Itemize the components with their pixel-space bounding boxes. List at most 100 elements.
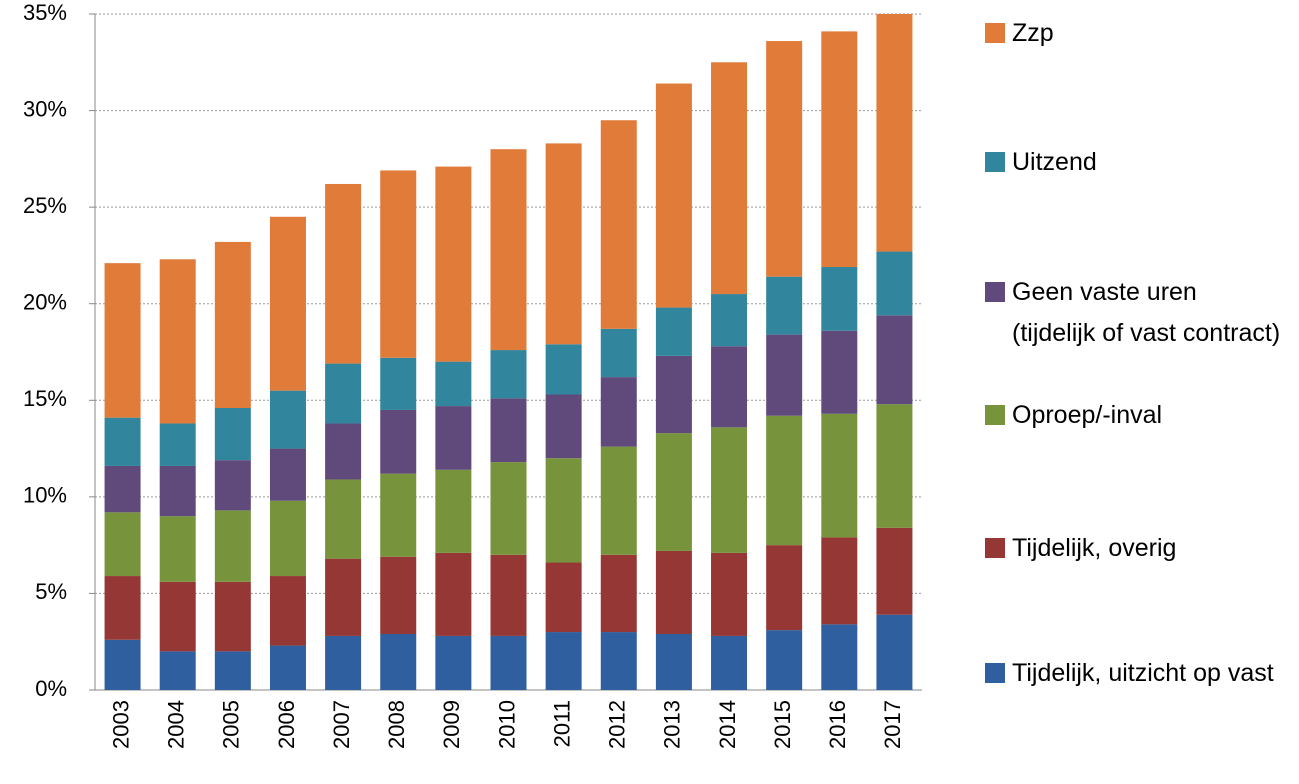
bar-segment (380, 556, 417, 634)
bar-segment (766, 276, 803, 335)
bar-segment (545, 394, 582, 459)
bar-segment (490, 398, 527, 463)
x-tick-label: 2006 (274, 700, 299, 749)
bar-segment (325, 423, 362, 480)
y-tick-label: 10% (23, 483, 67, 508)
bar-segment (711, 62, 748, 295)
bar-segment (214, 241, 251, 409)
legend-label: Oproep/-inval (1012, 401, 1163, 429)
bar-segment (876, 14, 913, 252)
y-tick-label: 30% (23, 96, 67, 121)
bar-segment (269, 500, 306, 577)
bar-segment (821, 330, 858, 414)
bar-segment (490, 462, 527, 555)
bar-segment (600, 377, 637, 447)
x-tick-label: 2014 (715, 700, 740, 749)
bar-segment (600, 328, 637, 378)
bar-segment (380, 409, 417, 474)
bar-segment (711, 294, 748, 347)
bar-segment (876, 614, 913, 690)
legend-item: Oproep/-inval (985, 395, 1290, 436)
bar-segment (104, 512, 141, 577)
bar-segment (490, 350, 527, 399)
bar-segment (325, 558, 362, 636)
bar-segment (766, 334, 803, 416)
bar-segment (766, 630, 803, 690)
bar-segment (159, 516, 196, 582)
bar-segment (104, 576, 141, 640)
legend-item: Tijdelijk, uitzicht op vast (985, 653, 1290, 694)
bar-segment (435, 552, 472, 636)
x-tick-label: 2005 (219, 700, 244, 749)
bar-segment (766, 545, 803, 631)
bar-segment (600, 554, 637, 633)
x-tick-label: 2004 (164, 700, 189, 749)
bar-segment (876, 315, 913, 405)
bar-segment (104, 417, 141, 466)
bar-segment (104, 263, 141, 418)
bar-segment (159, 259, 196, 424)
bar-segment (821, 31, 858, 268)
bar-segment (876, 404, 913, 528)
bar-segment (214, 460, 251, 511)
bar-segment (159, 581, 196, 652)
bar-segment (655, 550, 692, 634)
bar-segment (269, 390, 306, 449)
bar-segment (821, 413, 858, 538)
x-tick-label: 2016 (825, 700, 850, 749)
legend-swatch (985, 282, 1005, 302)
bar-segment (214, 408, 251, 461)
bar-segment (600, 446, 637, 555)
bar-segment (104, 639, 141, 690)
bar-segment (214, 581, 251, 652)
legend-swatch (985, 23, 1005, 43)
bar-segment (380, 170, 417, 358)
legend-item: Geen vaste uren (tijdelijk of vast contr… (985, 272, 1290, 354)
y-tick-label: 25% (23, 193, 67, 218)
x-tick-label: 2017 (880, 700, 905, 749)
bar-segment (655, 355, 692, 434)
y-tick-label: 5% (35, 579, 67, 604)
x-tick-label: 2007 (329, 700, 354, 749)
bar-segment (435, 361, 472, 407)
y-tick-label: 0% (35, 676, 67, 701)
legend-label: Tijdelijk, uitzicht op vast (1012, 659, 1274, 687)
x-tick-label: 2008 (384, 700, 409, 749)
y-tick-label: 20% (23, 290, 67, 315)
bar-segment (600, 632, 637, 690)
legend-swatch (985, 405, 1005, 425)
bar-segment (325, 183, 362, 364)
x-tick-label: 2011 (549, 700, 574, 747)
bar-segment (490, 554, 527, 636)
x-tick-label: 2013 (660, 700, 685, 749)
bar-segment (325, 479, 362, 559)
legend-label: Geen vaste uren (tijdelijk of vast contr… (1012, 278, 1281, 347)
chart: 0% 5% 10% 15% 20% 25% 30% 35% 2003 2004 2005 2006 20… (23, 0, 922, 749)
legend-swatch (985, 538, 1005, 558)
legend-item: Zzp (985, 13, 1290, 54)
bar-segment (711, 552, 748, 636)
bar-segment (821, 537, 858, 625)
legend-item: Tijdelijk, overig (985, 528, 1290, 569)
legend-label: Zzp (1012, 19, 1054, 47)
bar-segment (545, 458, 582, 563)
bar-segment (655, 433, 692, 551)
bar-segment (435, 406, 472, 470)
bar-segment (380, 633, 417, 690)
bar-segment (435, 469, 472, 553)
bar-segment (655, 83, 692, 308)
bar-segment (325, 635, 362, 690)
legend-item: Uitzend (985, 142, 1290, 183)
bar-segment (821, 267, 858, 331)
bar-segment (490, 149, 527, 351)
legend-label: Uitzend (1012, 148, 1097, 176)
bar-segment (766, 41, 803, 277)
bar-segment (269, 216, 306, 391)
x-tick-label: 2009 (439, 700, 464, 749)
bar-segment (269, 448, 306, 501)
legend-swatch (985, 663, 1005, 683)
bar-segment (711, 427, 748, 553)
bar-segment (214, 510, 251, 582)
bar-segment (435, 635, 472, 690)
